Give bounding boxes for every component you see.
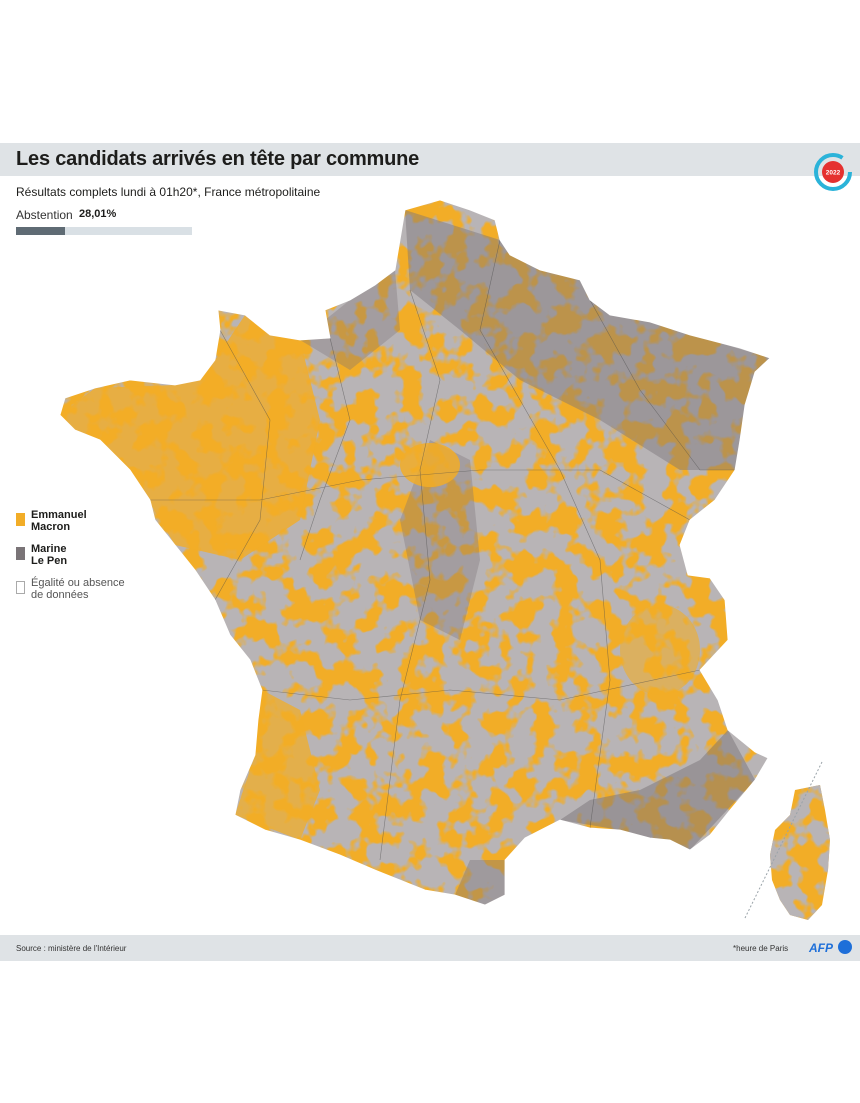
france-commune-map [59,199,830,920]
legend-swatch-macron [16,513,25,526]
legend-swatch-lepen [16,547,25,560]
source-note: Source : ministère de l'Intérieur [16,944,127,953]
legend-swatch-tie [16,581,25,594]
legend-label-line2: Le Pen [31,555,68,567]
title-bar [0,143,860,176]
mainland-outline [59,199,771,906]
time-footnote: *heure de Paris [733,944,789,953]
page-title: Les candidats arrivés en tête par commun… [16,148,420,170]
legend-label-line2: de données [31,589,89,601]
election-badge-icon: 2022 [814,153,852,191]
subtitle: Résultats complets lundi à 01h20*, Franc… [16,185,321,199]
department-borders [150,239,735,861]
legend-label-line1: Égalité ou absence [31,577,125,589]
afp-logo-icon [838,940,852,954]
legend-label-line1: Emmanuel [31,509,87,521]
abstention-label: Abstention [16,208,73,222]
corsica-inset-divider [744,761,823,919]
legend-label-line1: Marine [31,543,67,555]
abstention-bar [16,227,192,235]
badge-year: 2022 [826,170,841,177]
abstention-bar-fill [16,227,66,235]
footer-bar [0,935,860,961]
afp-logo-text: AFP [809,941,833,955]
abstention-value: 28,01% [79,208,117,220]
legend-label-line2: Macron [31,521,71,533]
